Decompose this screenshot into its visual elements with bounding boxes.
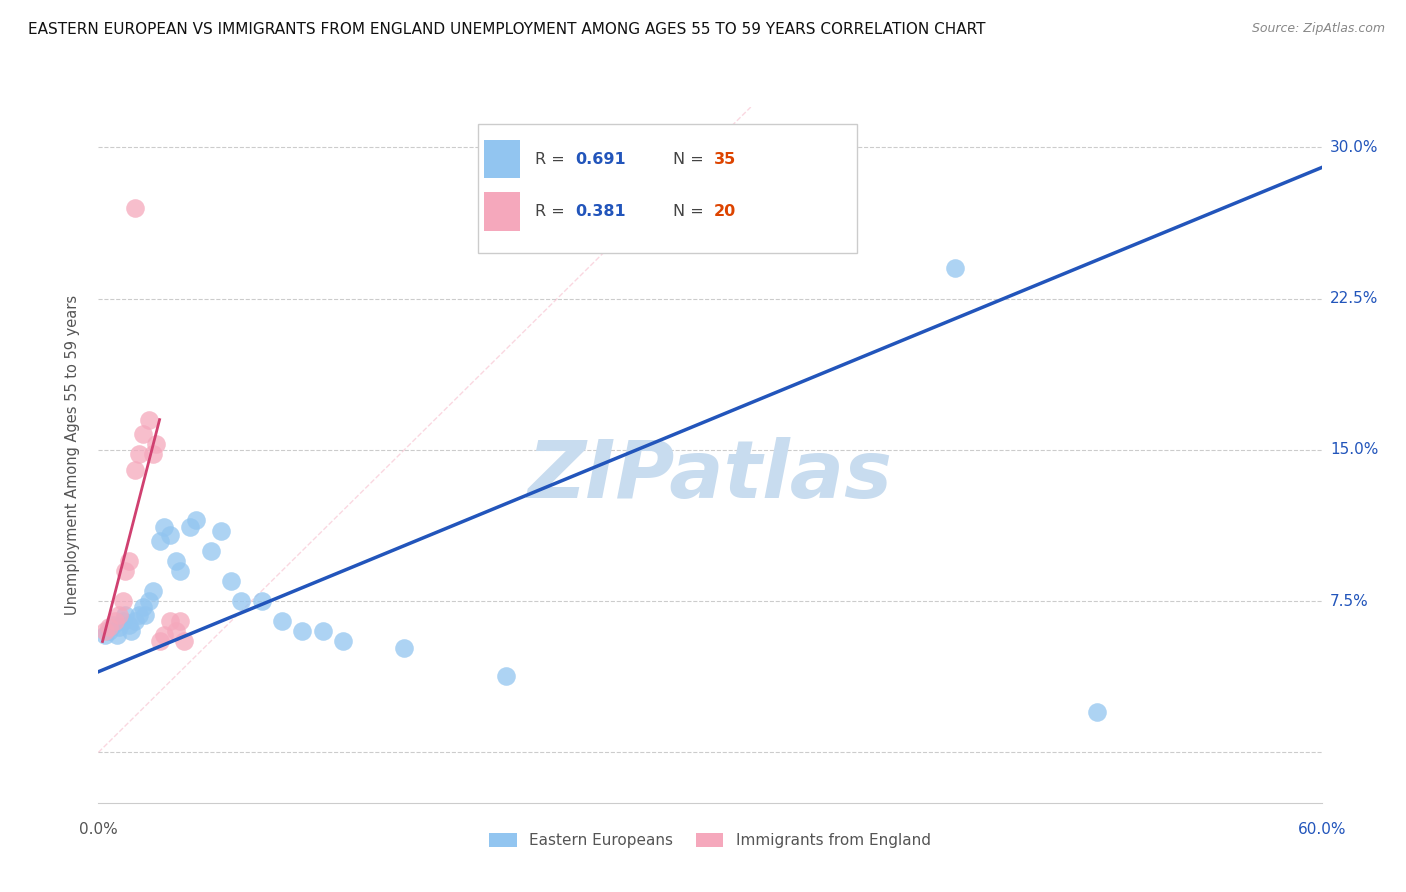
Point: [312, 624, 335, 639]
Point: [152, 519, 174, 533]
Point: [149, 533, 172, 548]
Point: [128, 447, 150, 461]
Text: 20: 20: [714, 204, 735, 219]
Text: N =: N =: [673, 204, 709, 219]
Point: [1085, 705, 1108, 719]
Point: [165, 554, 187, 568]
Point: [93, 624, 115, 639]
Point: [169, 615, 191, 629]
Point: [179, 519, 201, 533]
Text: 0.691: 0.691: [575, 152, 626, 167]
Point: [97, 624, 120, 639]
Text: R =: R =: [536, 152, 569, 167]
Point: [270, 615, 294, 629]
Point: [111, 615, 134, 629]
Point: [231, 594, 253, 608]
Text: 0.381: 0.381: [575, 204, 626, 219]
Point: [250, 594, 273, 608]
Text: 7.5%: 7.5%: [1330, 594, 1368, 608]
Point: [149, 634, 172, 648]
FancyBboxPatch shape: [484, 140, 520, 178]
Point: [291, 624, 314, 639]
Point: [200, 543, 222, 558]
FancyBboxPatch shape: [484, 193, 520, 230]
Point: [101, 618, 124, 632]
Point: [159, 527, 181, 541]
Point: [97, 620, 120, 634]
Point: [152, 628, 174, 642]
Point: [111, 594, 134, 608]
Text: 35: 35: [714, 152, 735, 167]
Point: [104, 615, 127, 629]
Point: [105, 628, 128, 642]
Point: [138, 594, 160, 608]
Point: [495, 669, 517, 683]
Point: [165, 624, 187, 639]
Point: [108, 608, 131, 623]
Text: 60.0%: 60.0%: [1298, 822, 1346, 838]
Point: [128, 608, 150, 623]
Point: [159, 615, 181, 629]
Point: [219, 574, 242, 588]
Point: [392, 640, 416, 655]
Point: [124, 463, 146, 477]
Point: [114, 608, 136, 623]
Point: [209, 524, 232, 538]
Point: [145, 437, 167, 451]
Point: [114, 564, 136, 578]
Point: [118, 618, 141, 632]
Point: [118, 554, 141, 568]
Text: 22.5%: 22.5%: [1330, 291, 1378, 306]
Text: 0.0%: 0.0%: [79, 822, 118, 838]
Point: [108, 620, 131, 634]
FancyBboxPatch shape: [478, 125, 856, 253]
Text: 15.0%: 15.0%: [1330, 442, 1378, 458]
Text: ZIPatlas: ZIPatlas: [527, 437, 893, 515]
Text: 30.0%: 30.0%: [1330, 140, 1378, 155]
Point: [142, 447, 165, 461]
Y-axis label: Unemployment Among Ages 55 to 59 years: Unemployment Among Ages 55 to 59 years: [65, 295, 80, 615]
Point: [93, 628, 115, 642]
Point: [332, 634, 354, 648]
Point: [186, 513, 208, 527]
Point: [132, 600, 155, 615]
Point: [169, 564, 191, 578]
Point: [124, 201, 146, 215]
Point: [124, 615, 146, 629]
Text: R =: R =: [536, 204, 569, 219]
Legend: Eastern Europeans, Immigrants from England: Eastern Europeans, Immigrants from Engla…: [484, 827, 936, 855]
Point: [134, 608, 156, 623]
Point: [138, 412, 160, 426]
Point: [142, 584, 165, 599]
Point: [132, 426, 155, 441]
Point: [120, 624, 142, 639]
Text: N =: N =: [673, 152, 709, 167]
Text: EASTERN EUROPEAN VS IMMIGRANTS FROM ENGLAND UNEMPLOYMENT AMONG AGES 55 TO 59 YEA: EASTERN EUROPEAN VS IMMIGRANTS FROM ENGL…: [28, 22, 986, 37]
Text: Source: ZipAtlas.com: Source: ZipAtlas.com: [1251, 22, 1385, 36]
Point: [943, 261, 966, 276]
Point: [173, 634, 195, 648]
